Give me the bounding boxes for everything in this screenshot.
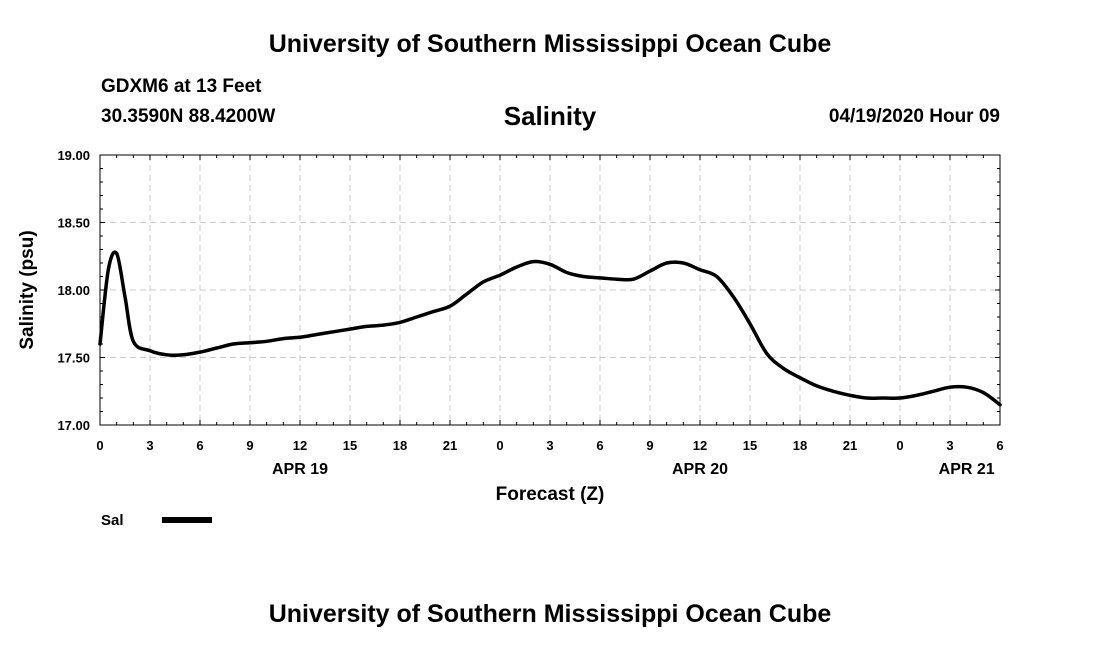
x-tick-label: 18 — [393, 438, 407, 453]
grid-lines — [100, 155, 1000, 425]
x-tick-label: 0 — [896, 438, 903, 453]
x-tick-label: 0 — [496, 438, 503, 453]
x-tick-label: 3 — [146, 438, 153, 453]
x-tick-label: 15 — [743, 438, 757, 453]
legend: Sal — [101, 512, 212, 529]
station-label: GDXM6 at 13 Feet — [101, 76, 262, 97]
y-axis-label: Salinity (psu) — [17, 230, 38, 349]
x-tick-label: 9 — [246, 438, 253, 453]
x-tick-label: 3 — [546, 438, 553, 453]
date-label: APR 21 — [939, 461, 995, 478]
sal-series-line — [98, 250, 1002, 407]
x-tick-label: 9 — [646, 438, 653, 453]
y-tick-label: 17.50 — [57, 351, 90, 366]
legend-label-sal: Sal — [101, 512, 124, 529]
x-tick-label: 21 — [443, 438, 457, 453]
variable-title: Salinity — [503, 101, 597, 131]
x-tick-label: 6 — [596, 438, 603, 453]
date-label: APR 19 — [272, 461, 328, 478]
header-title: University of Southern Mississippi Ocean… — [268, 30, 832, 58]
x-tick-label: 12 — [693, 438, 707, 453]
x-tick-label: 18 — [793, 438, 807, 453]
coordinates-label: 30.3590N 88.4200W — [101, 106, 276, 127]
x-tick-label: 15 — [343, 438, 357, 453]
x-tick-label: 3 — [946, 438, 953, 453]
y-tick-label: 18.00 — [57, 283, 90, 298]
x-tick-label: 12 — [293, 438, 307, 453]
axis-ticks: 0 3 6 9 12 15 18 21 0 3 6 9 12 15 18 21 0 3 6 17.00 17.50 18.… — [57, 148, 1003, 478]
x-axis-label: Forecast (Z) — [496, 484, 605, 505]
legend-swatch-sal — [162, 517, 212, 523]
x-tick-label: 0 — [96, 438, 103, 453]
x-tick-label: 6 — [996, 438, 1003, 453]
date-label: APR 20 — [672, 461, 728, 478]
y-tick-label: 17.00 — [57, 418, 90, 433]
x-tick-label: 6 — [196, 438, 203, 453]
y-tick-label: 19.00 — [57, 148, 90, 163]
forecast-datetime: 04/19/2020 Hour 09 — [828, 106, 1000, 127]
x-tick-label: 21 — [843, 438, 857, 453]
footer-title: University of Southern Mississippi Ocean… — [268, 600, 832, 628]
y-tick-label: 18.50 — [57, 216, 90, 231]
